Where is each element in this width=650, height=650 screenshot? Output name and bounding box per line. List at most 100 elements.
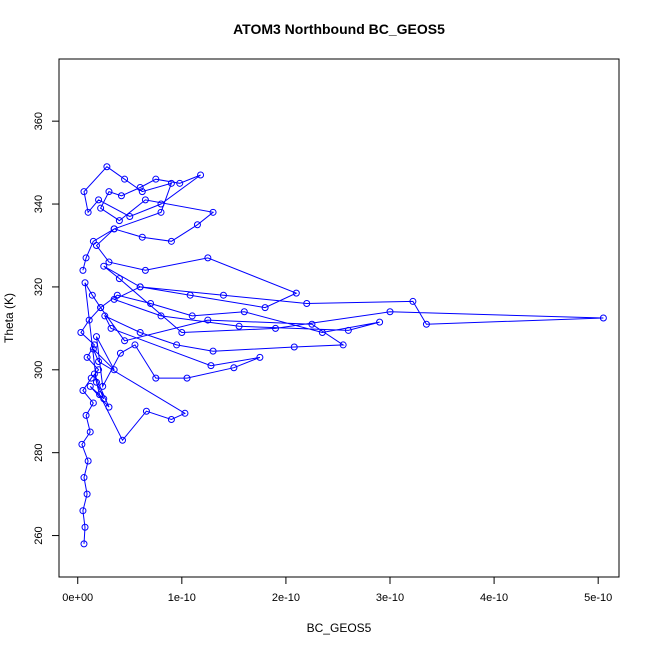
data-point (141, 196, 149, 204)
data-point (272, 324, 280, 332)
data-point (188, 312, 196, 320)
data-point (90, 370, 98, 378)
data-point (83, 490, 91, 498)
data-point (77, 329, 85, 337)
data-point (92, 333, 100, 341)
y-tick-label: 340 (33, 195, 45, 213)
data-point (138, 188, 146, 196)
data-point (256, 353, 264, 361)
data-point (178, 329, 186, 337)
data-point (85, 316, 93, 324)
data-point (82, 411, 90, 419)
data-point (83, 353, 91, 361)
data-point (95, 358, 103, 366)
data-point (138, 233, 146, 241)
data-point (90, 341, 98, 349)
data-point (157, 200, 165, 208)
data-point (96, 391, 104, 399)
data-point (92, 378, 100, 386)
data-point (81, 523, 89, 531)
data-point (82, 254, 90, 262)
data-point (78, 440, 86, 448)
data-point (131, 341, 139, 349)
data-point (344, 326, 352, 334)
data-point (80, 474, 88, 482)
data-point (386, 308, 394, 316)
data-point (100, 262, 108, 270)
data-point (318, 329, 326, 337)
data-point (422, 320, 430, 328)
data-point (84, 457, 92, 465)
data-point (80, 188, 88, 196)
data-point (167, 237, 175, 245)
x-axis-label: BC_GEOS5 (307, 621, 372, 635)
data-point (121, 337, 129, 345)
data-point (176, 179, 184, 187)
data-point (209, 347, 217, 355)
data-point (181, 409, 189, 417)
data-point (209, 208, 217, 216)
data-point (80, 540, 88, 548)
data-point (193, 221, 201, 229)
data-point (376, 318, 384, 326)
data-point (261, 304, 269, 312)
data-point (290, 343, 298, 351)
data-point (100, 395, 108, 403)
data-point (136, 183, 144, 191)
data-point (142, 407, 150, 415)
x-axis: 0e+00 1e-10 2e-10 3e-10 4e-10 5e-10 (62, 576, 612, 604)
data-point (107, 324, 115, 332)
data-point (118, 436, 126, 444)
y-tick-label: 280 (33, 444, 45, 462)
data-point (167, 179, 175, 187)
y-tick-label: 360 (33, 112, 45, 130)
data-point (292, 289, 300, 297)
data-point (103, 163, 111, 171)
data-point (110, 225, 118, 233)
data-point (141, 266, 149, 274)
data-point (219, 291, 227, 299)
data-point (599, 314, 607, 322)
y-tick-label: 320 (33, 278, 45, 296)
data-point (230, 364, 238, 372)
data-point (105, 258, 113, 266)
data-point (136, 283, 144, 291)
data-point (86, 428, 94, 436)
data-point (117, 192, 125, 200)
data-point (84, 208, 92, 216)
data-point (183, 374, 191, 382)
data-point (207, 362, 215, 370)
data-point (115, 275, 123, 283)
data-point (409, 297, 417, 305)
y-tick-label: 260 (33, 526, 45, 544)
data-point (116, 349, 124, 357)
data-point (173, 341, 181, 349)
x-tick-label: 4e-10 (480, 592, 508, 604)
data-point (97, 204, 105, 212)
data-point (121, 175, 129, 183)
data-point (105, 188, 113, 196)
data-point (79, 387, 87, 395)
y-axis: 260 280 300 320 340 360 (33, 112, 60, 545)
data-point (152, 374, 160, 382)
series-layer (77, 163, 607, 548)
data-point (99, 382, 107, 390)
data-point (79, 507, 87, 515)
data-point (186, 291, 194, 299)
data-point (89, 237, 97, 245)
data-point (152, 175, 160, 183)
data-point (308, 320, 316, 328)
data-point (101, 312, 109, 320)
x-tick-label: 1e-10 (168, 592, 196, 604)
series-line (80, 166, 604, 544)
data-point (89, 399, 97, 407)
data-point (97, 304, 105, 312)
data-point (81, 279, 89, 287)
data-point (157, 312, 165, 320)
data-point (204, 316, 212, 324)
data-point (339, 341, 347, 349)
data-point (157, 208, 165, 216)
data-point (147, 299, 155, 307)
plot-frame (58, 58, 620, 578)
